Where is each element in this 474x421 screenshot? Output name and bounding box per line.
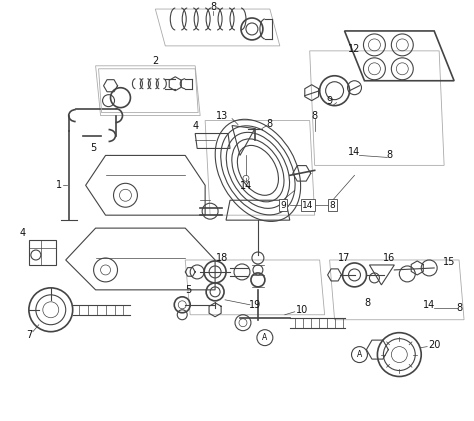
Text: 8: 8 bbox=[267, 119, 273, 128]
Text: 13: 13 bbox=[216, 111, 228, 120]
Text: 4: 4 bbox=[20, 228, 26, 238]
Text: A: A bbox=[262, 333, 267, 342]
Text: 8: 8 bbox=[210, 2, 216, 12]
Text: 20: 20 bbox=[428, 340, 440, 349]
Text: 14: 14 bbox=[423, 300, 435, 310]
Text: 14: 14 bbox=[302, 201, 313, 210]
Text: 9: 9 bbox=[280, 201, 286, 210]
Text: 2: 2 bbox=[152, 56, 158, 66]
Text: 14: 14 bbox=[348, 147, 361, 157]
Text: 8: 8 bbox=[456, 303, 462, 313]
Text: 16: 16 bbox=[383, 253, 395, 263]
Text: 4: 4 bbox=[192, 120, 198, 131]
Text: A: A bbox=[357, 350, 362, 359]
Text: 17: 17 bbox=[338, 253, 351, 263]
Text: 10: 10 bbox=[296, 305, 308, 315]
Text: 5: 5 bbox=[91, 144, 97, 153]
Text: 7: 7 bbox=[26, 330, 32, 340]
Text: 18: 18 bbox=[216, 253, 228, 263]
Text: 5: 5 bbox=[185, 285, 191, 295]
Text: 15: 15 bbox=[443, 257, 456, 267]
Text: 1: 1 bbox=[55, 180, 62, 190]
Text: 8: 8 bbox=[311, 111, 318, 120]
Text: 12: 12 bbox=[348, 44, 361, 54]
Text: 8: 8 bbox=[365, 298, 371, 308]
Text: 14: 14 bbox=[240, 181, 252, 191]
Text: 9: 9 bbox=[327, 96, 333, 106]
Text: 8: 8 bbox=[330, 201, 336, 210]
Text: 19: 19 bbox=[249, 300, 261, 310]
Text: 8: 8 bbox=[386, 150, 392, 160]
